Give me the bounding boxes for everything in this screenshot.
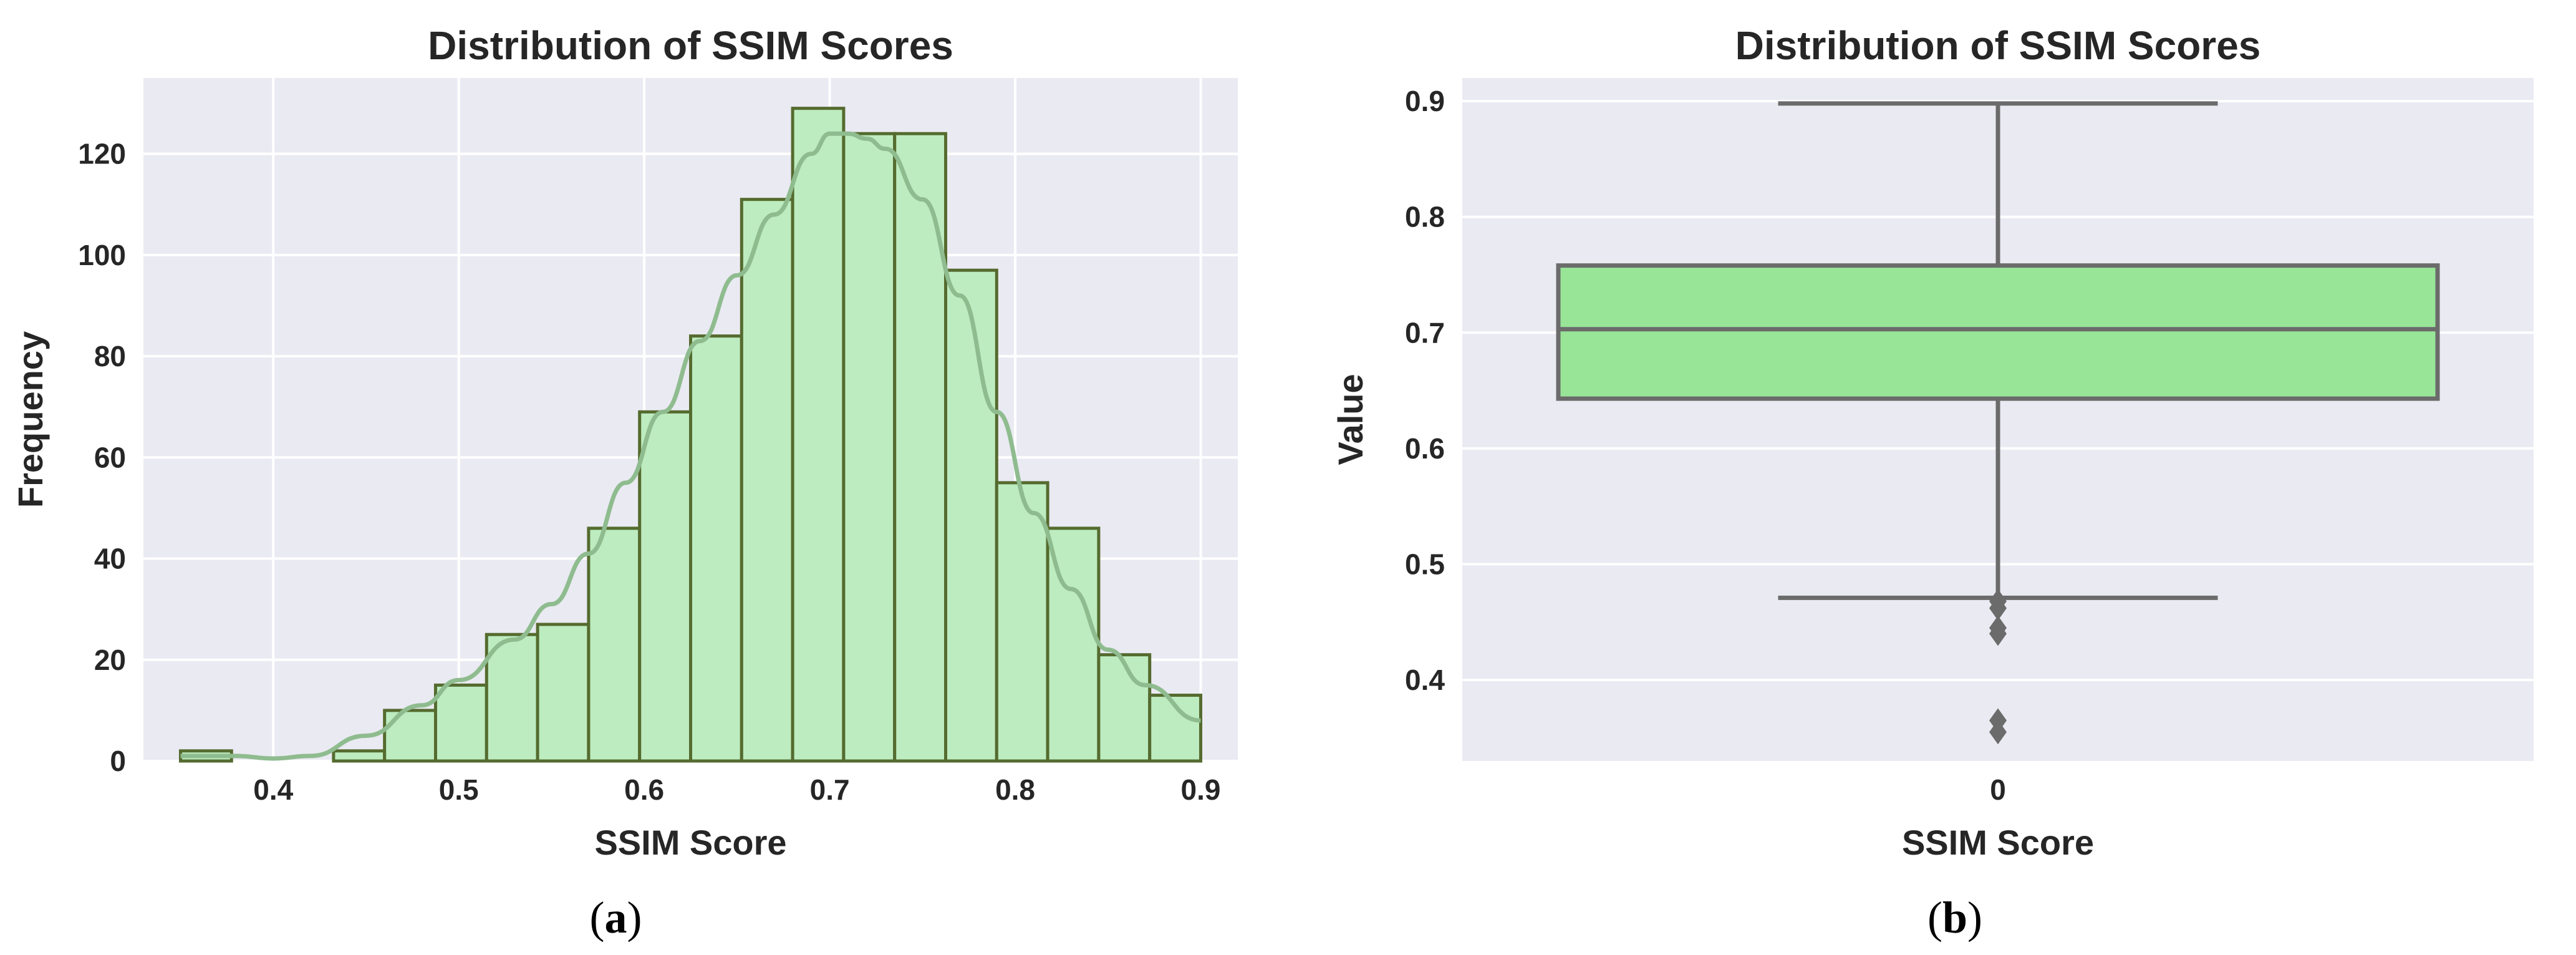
histogram-bar <box>485 633 539 763</box>
y-tick-label: 0.5 <box>1405 548 1445 580</box>
histogram-bar <box>944 268 998 763</box>
histogram-bar <box>433 683 488 763</box>
panel-label-paren: ) <box>1967 893 1982 943</box>
y-tick-label: 100 <box>78 239 126 271</box>
y-tick-label: 60 <box>94 441 126 473</box>
outlier-marker <box>1989 621 2007 646</box>
y-tick-label: 40 <box>94 543 126 575</box>
x-tick-label: 0.6 <box>624 773 664 806</box>
histogram-y-axis-label: Frequency <box>11 331 50 508</box>
histogram-bar <box>587 526 642 763</box>
histogram-panel: 0.4 0.5 0.6 0.7 0.8 0.9 0 20 40 60 80 100 120 Distr… <box>11 23 1238 943</box>
panel-label-paren: ( <box>1927 893 1942 943</box>
x-tick-label: 0.4 <box>253 773 293 806</box>
histogram-bar <box>842 132 897 763</box>
outlier-marker <box>1989 596 2007 621</box>
boxplot-x-ticks: 0 <box>1990 773 2006 806</box>
box-iqr <box>1556 263 2440 401</box>
x-tick-label: 0.9 <box>1181 773 1221 806</box>
histogram-x-axis-label: SSIM Score <box>594 823 786 862</box>
panel-label-letter: b <box>1942 893 1967 943</box>
panel-label-paren: ( <box>590 893 605 943</box>
histogram-bar <box>995 481 1049 763</box>
histogram-bar <box>740 198 794 763</box>
y-tick-label: 120 <box>78 138 126 170</box>
histogram-title: Distribution of SSIM Scores <box>428 23 953 68</box>
y-tick-label: 0 <box>110 745 126 777</box>
panel-label-b: (b) <box>1927 893 1982 943</box>
boxplot-panel: 0.4 0.5 0.6 0.7 0.8 0.9 0 Distribution of SSI… <box>1331 23 2534 943</box>
boxplot-x-axis-label: SSIM Score <box>1902 823 2094 862</box>
y-tick-label: 80 <box>94 340 126 372</box>
y-tick-label: 0.9 <box>1405 85 1445 117</box>
x-tick-label: 0 <box>1990 773 2006 806</box>
histogram-bar <box>638 410 692 763</box>
y-tick-label: 0.6 <box>1405 432 1445 465</box>
boxplot-y-axis-label: Value <box>1331 374 1370 465</box>
boxplot-y-ticks: 0.4 0.5 0.6 0.7 0.8 0.9 <box>1405 85 1445 696</box>
x-tick-label: 0.5 <box>439 773 479 806</box>
histogram-bar <box>791 107 846 763</box>
histogram-bar <box>332 749 387 763</box>
boxplot <box>1556 101 2440 745</box>
histogram-bar <box>536 623 591 763</box>
x-tick-label: 0.8 <box>995 773 1035 806</box>
y-tick-label: 0.8 <box>1405 201 1445 233</box>
y-tick-label: 0.7 <box>1405 316 1445 349</box>
outlier-marker <box>1989 720 2007 745</box>
y-tick-label: 20 <box>94 644 126 676</box>
x-tick-label: 0.7 <box>810 773 850 806</box>
panel-label-paren: ) <box>627 893 642 943</box>
histogram-bars <box>178 107 1203 763</box>
histogram-x-ticks: 0.4 0.5 0.6 0.7 0.8 0.9 <box>253 773 1220 806</box>
panel-label-a: (a) <box>590 893 642 943</box>
histogram-bar <box>1097 653 1152 763</box>
histogram-bar <box>383 709 437 763</box>
histogram-y-ticks: 0 20 40 60 80 100 120 <box>78 138 126 777</box>
panel-label-letter: a <box>605 893 627 943</box>
kde-curve <box>180 131 1201 761</box>
y-tick-label: 0.4 <box>1405 664 1445 696</box>
histogram-bar <box>689 334 743 763</box>
boxplot-title: Distribution of SSIM Scores <box>1735 23 2261 68</box>
